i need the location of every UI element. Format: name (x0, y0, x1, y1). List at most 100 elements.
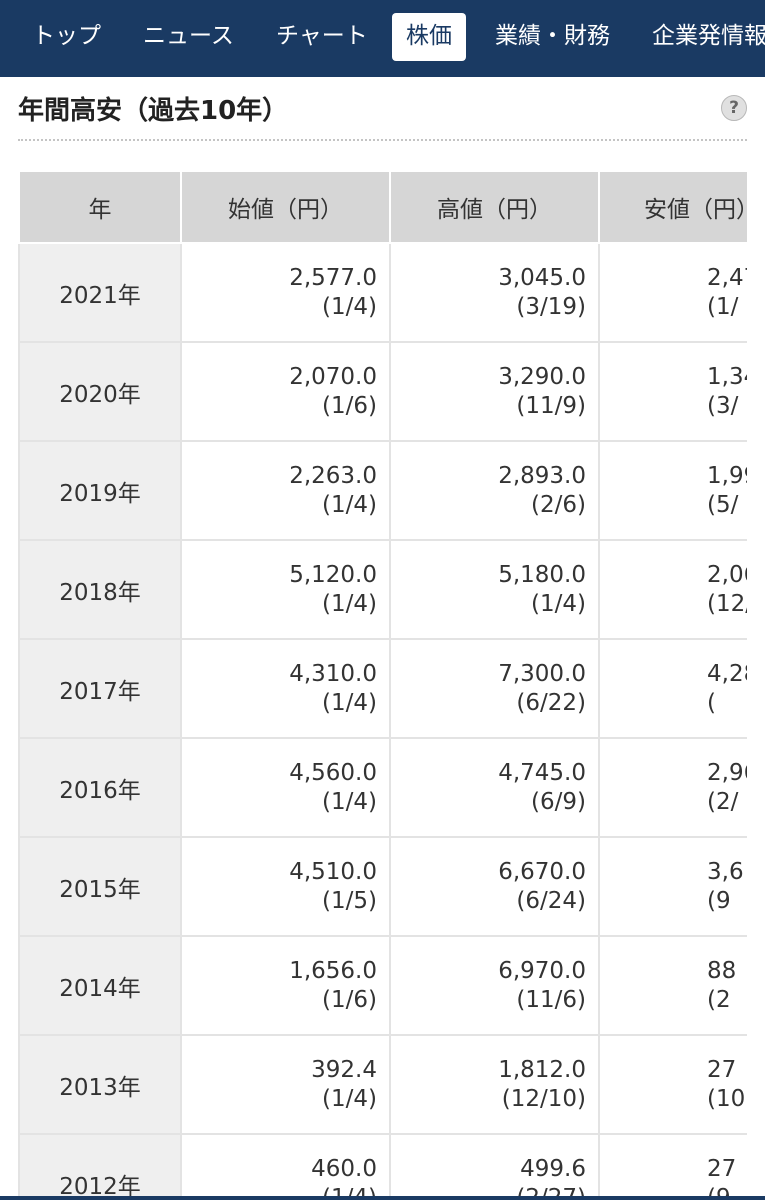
nav-tab-company-info[interactable]: 企業発情報 (652, 23, 765, 49)
price-date: (12/ (707, 590, 747, 617)
price-date: (1/6) (322, 986, 377, 1013)
nav-tab-top[interactable]: トップ (32, 23, 101, 49)
low-price-cell: 3,6 (9 (598, 836, 747, 937)
price-value: 2,06 (707, 561, 747, 588)
nav-tab-news[interactable]: ニュース (143, 23, 234, 49)
price-value: 2,577.0 (289, 264, 377, 291)
price-date: (2/ (707, 788, 739, 815)
column-header-low: 安値（円） (598, 170, 747, 244)
open-price-cell: 4,560.0 (1/4) (180, 737, 391, 838)
price-value: 2,263.0 (289, 462, 377, 489)
year-cell: 2016年 (18, 737, 182, 838)
section-title: 年間高安（過去10年） (18, 96, 289, 126)
table-header-row: 年 始値（円） 高値（円） 安値（円） (18, 170, 747, 244)
price-date: (1/4) (531, 590, 586, 617)
table-row: 2015年 4,510.0 (1/5) 6,670.0 (6/24) 3,6 (9 (18, 836, 747, 937)
low-price-cell: 4,28( (598, 638, 747, 739)
high-price-cell: 7,300.0 (6/22) (389, 638, 600, 739)
high-price-cell: 1,812.0 (12/10) (389, 1034, 600, 1135)
price-date: (5/ (707, 491, 739, 518)
price-value: 6,670.0 (498, 858, 586, 885)
price-value: 2,96 (707, 759, 747, 786)
price-date: (12/10) (501, 1085, 586, 1112)
high-price-cell: 6,970.0 (11/6) (389, 935, 600, 1036)
price-value: 1,656.0 (289, 957, 377, 984)
nav-tab-chart[interactable]: チャート (276, 23, 368, 49)
bottom-bar (0, 1196, 765, 1200)
price-value: 3,6 (707, 858, 744, 885)
price-value: 1,99 (707, 462, 747, 489)
low-price-cell: 27 (9 (598, 1133, 747, 1200)
price-value: 4,310.0 (289, 660, 377, 687)
price-date: (9 (707, 887, 731, 914)
price-value: 27 (707, 1155, 737, 1182)
open-price-cell: 2,263.0 (1/4) (180, 440, 391, 541)
low-price-cell: 2,47(1/ (598, 242, 747, 343)
column-header-year: 年 (18, 170, 182, 244)
price-date: (1/4) (322, 1085, 377, 1112)
price-date: (2 (707, 986, 731, 1013)
price-date: (6/9) (531, 788, 586, 815)
price-value: 88 (707, 957, 737, 984)
price-value: 2,893.0 (498, 462, 586, 489)
high-price-cell: 2,893.0 (2/6) (389, 440, 600, 541)
low-price-cell: 88 (2 (598, 935, 747, 1036)
price-value: 27 (707, 1056, 737, 1083)
open-price-cell: 1,656.0 (1/6) (180, 935, 391, 1036)
price-value: 7,300.0 (498, 660, 586, 687)
table-row: 2013年 392.4 (1/4) 1,812.0 (12/10) 27 (10 (18, 1034, 747, 1135)
help-icon[interactable]: ? (721, 95, 747, 121)
high-price-cell: 4,745.0 (6/9) (389, 737, 600, 838)
year-cell: 2019年 (18, 440, 182, 541)
price-date: (1/4) (322, 788, 377, 815)
price-date: (11/9) (516, 392, 586, 419)
high-price-cell: 5,180.0 (1/4) (389, 539, 600, 640)
year-cell: 2018年 (18, 539, 182, 640)
open-price-cell: 4,310.0 (1/4) (180, 638, 391, 739)
price-date: (1/5) (322, 887, 377, 914)
price-date: (1/4) (322, 590, 377, 617)
high-price-cell: 499.6 (2/27) (389, 1133, 600, 1200)
price-value: 2,070.0 (289, 363, 377, 390)
open-price-cell: 392.4 (1/4) (180, 1034, 391, 1135)
open-price-cell: 460.0 (1/4) (180, 1133, 391, 1200)
open-price-cell: 2,070.0 (1/6) (180, 341, 391, 442)
price-date: (1/ (707, 293, 739, 320)
price-value: 5,120.0 (289, 561, 377, 588)
price-value: 4,28 (707, 660, 747, 687)
year-cell: 2020年 (18, 341, 182, 442)
nav-tab-stock-price[interactable]: 株価 (392, 13, 466, 61)
low-price-cell: 2,06(12/ (598, 539, 747, 640)
year-cell: 2015年 (18, 836, 182, 937)
column-header-open: 始値（円） (180, 170, 391, 244)
yearly-high-low-table: 年 始値（円） 高値（円） 安値（円） 2021年2,577.0(1/4)3,0… (18, 170, 747, 1200)
price-value: 4,745.0 (498, 759, 586, 786)
low-price-cell: 1,99(5/ (598, 440, 747, 541)
table-row: 2012年 460.0 (1/4) 499.6 (2/27) 27 (9 (18, 1133, 747, 1200)
low-price-cell: 1,34(3/ (598, 341, 747, 442)
price-value: 2,47 (707, 264, 747, 291)
price-date: (6/22) (516, 689, 586, 716)
price-value: 1,34 (707, 363, 747, 390)
price-value: 499.6 (520, 1155, 586, 1182)
nav-tab-financials[interactable]: 業績・財務 (495, 23, 610, 49)
price-value: 4,510.0 (289, 858, 377, 885)
price-value: 4,560.0 (289, 759, 377, 786)
year-cell: 2013年 (18, 1034, 182, 1135)
price-value: 5,180.0 (498, 561, 586, 588)
yearly-high-low-table-container[interactable]: 年 始値（円） 高値（円） 安値（円） 2021年2,577.0(1/4)3,0… (18, 170, 747, 1200)
price-value: 3,045.0 (498, 264, 586, 291)
table-row: 2014年 1,656.0 (1/6) 6,970.0 (11/6) 88 (2 (18, 935, 747, 1036)
price-value: 392.4 (311, 1056, 377, 1083)
section-header: 年間高安（過去10年） ? (18, 77, 747, 141)
top-nav: トップ ニュース チャート 株価 業績・財務 企業発情報 (0, 0, 765, 77)
open-price-cell: 5,120.0 (1/4) (180, 539, 391, 640)
price-date: (10 (707, 1085, 746, 1112)
price-value: 1,812.0 (498, 1056, 586, 1083)
